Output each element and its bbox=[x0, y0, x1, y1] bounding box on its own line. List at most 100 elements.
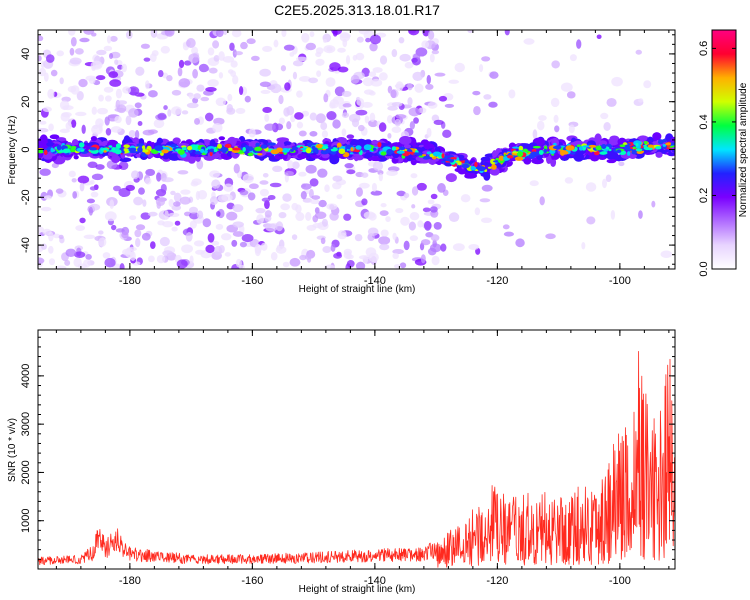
spectrogram-speckle bbox=[104, 116, 110, 126]
spectrogram-speckle bbox=[425, 83, 434, 90]
spectrogram-speckle bbox=[244, 95, 251, 103]
spectrogram-speckle bbox=[440, 243, 447, 252]
spectrogram-speckle bbox=[262, 45, 273, 52]
spectrogram-speckle bbox=[280, 203, 291, 211]
spectrogram-speckle bbox=[232, 74, 239, 85]
spectrogram-speckle bbox=[116, 100, 128, 105]
spectrogram-speckle bbox=[142, 199, 147, 207]
spectrogram-band-core bbox=[562, 150, 569, 155]
spectrogram-speckle bbox=[155, 197, 166, 207]
spectrogram-band-core bbox=[141, 145, 146, 151]
spectrogram-band-core bbox=[260, 144, 268, 149]
spectrogram-speckle bbox=[98, 237, 107, 247]
spectrogram-band-core bbox=[588, 144, 597, 148]
spectrogram-speckle bbox=[264, 123, 276, 131]
spectrogram-speckle bbox=[42, 106, 52, 113]
spectrogram-speckle bbox=[208, 67, 218, 74]
spectrogram-speckle bbox=[301, 32, 310, 43]
spectrogram-speckle bbox=[177, 67, 183, 77]
spectrogram-speckle bbox=[345, 55, 351, 65]
spectrogram-band-core bbox=[311, 145, 316, 150]
spectrogram-band-core bbox=[137, 146, 143, 153]
spectrogram-speckle bbox=[325, 77, 336, 87]
spectrogram-band-core bbox=[477, 166, 486, 172]
spectrogram-band-core bbox=[598, 151, 608, 155]
spectrogram-speckle bbox=[189, 255, 194, 264]
spectrogram-speckle bbox=[106, 35, 112, 44]
spectrogram-speckle bbox=[83, 234, 96, 239]
spectrogram-speckle bbox=[125, 184, 136, 192]
spectrogram-speckle bbox=[452, 243, 465, 251]
spectrogram-speckle bbox=[398, 37, 405, 44]
spectrogram-speckle bbox=[129, 215, 137, 221]
spectrogram-speckle bbox=[196, 84, 205, 92]
spectrogram-speckle bbox=[91, 173, 104, 181]
spectrogram-speckle bbox=[207, 47, 215, 56]
spectrogram-speckle bbox=[332, 119, 341, 129]
spectrogram-speckle bbox=[109, 199, 115, 209]
spectrogram-speckle bbox=[280, 65, 287, 72]
spectrogram-speckle bbox=[116, 104, 127, 114]
spectrogram-speckle bbox=[369, 112, 376, 122]
spectrogram-speckle bbox=[278, 211, 287, 219]
spectrogram-band-core bbox=[619, 144, 626, 148]
spectrogram-speckle bbox=[352, 54, 358, 61]
spectrogram-speckle bbox=[95, 75, 106, 81]
spectrogram-band-core bbox=[338, 148, 346, 155]
spectrogram-band-core bbox=[631, 149, 637, 155]
spectrogram-speckle bbox=[508, 89, 516, 99]
spectrogram-band-core bbox=[305, 147, 312, 154]
spectrogram-band-core bbox=[595, 145, 603, 151]
spectrogram-speckle bbox=[299, 76, 311, 82]
spectrogram-speckle bbox=[77, 175, 90, 184]
spectrogram-band-blob bbox=[370, 155, 382, 162]
spectrogram-speckle bbox=[213, 54, 220, 62]
spectrogram-speckle bbox=[596, 34, 602, 39]
spectrogram-speckle bbox=[270, 252, 278, 261]
spectrogram-speckle bbox=[189, 211, 200, 220]
spectrogram-speckle bbox=[369, 34, 381, 45]
spectrogram-speckle bbox=[115, 88, 123, 99]
spectrogram-speckle bbox=[409, 121, 416, 130]
spectrogram-speckle bbox=[337, 232, 347, 240]
spectrogram-speckle bbox=[309, 112, 317, 121]
spectrogram-band-blob bbox=[329, 155, 340, 165]
spectrogram-speckle bbox=[153, 118, 165, 129]
spectrogram-speckle bbox=[171, 226, 178, 232]
spectrogram-speckle bbox=[242, 173, 254, 184]
spectrogram-speckle bbox=[157, 112, 167, 120]
spectrogram-speckle bbox=[194, 118, 201, 125]
spectrogram-speckle bbox=[53, 233, 61, 239]
spectrogram-speckle bbox=[539, 196, 545, 206]
spectrogram-speckle bbox=[223, 183, 234, 192]
colorbar-tick-label: 0.2 bbox=[698, 188, 710, 203]
spectrogram-speckle bbox=[378, 173, 383, 182]
spectrogram-speckle bbox=[369, 91, 376, 96]
spectrogram-speckle bbox=[233, 163, 240, 174]
spectrogram-speckle bbox=[193, 240, 205, 247]
spectrogram-speckle bbox=[408, 107, 421, 117]
spectrogram-speckle bbox=[305, 164, 317, 174]
spectrogram-speckle bbox=[134, 130, 140, 140]
spectrogram-speckle bbox=[467, 30, 474, 34]
spectrogram-speckle bbox=[404, 61, 414, 69]
spectrogram-speckle bbox=[433, 119, 444, 126]
spectrogram-speckle bbox=[50, 69, 58, 77]
spectrogram-band-blob bbox=[118, 157, 132, 163]
spectrogram-speckle bbox=[104, 211, 117, 222]
spectrogram-speckle bbox=[102, 252, 111, 259]
spectrogram-speckle bbox=[44, 195, 53, 200]
spectrogram-speckle bbox=[320, 121, 328, 131]
spectrogram-speckle bbox=[65, 248, 77, 257]
spectrogram-speckle bbox=[606, 97, 617, 107]
spectrogram-speckle bbox=[218, 72, 224, 79]
spectrogram-speckle bbox=[300, 183, 312, 190]
spectrogram-speckle bbox=[238, 85, 244, 96]
spectrogram-band-core bbox=[422, 155, 431, 160]
spectrogram-band-core bbox=[114, 149, 122, 155]
spectrogram-speckle bbox=[199, 65, 210, 72]
spectrogram-speckle bbox=[170, 106, 182, 116]
spectrogram-band-blob bbox=[604, 149, 618, 160]
spectrogram-speckle bbox=[410, 173, 418, 179]
spectrogram-speckle bbox=[259, 188, 269, 197]
